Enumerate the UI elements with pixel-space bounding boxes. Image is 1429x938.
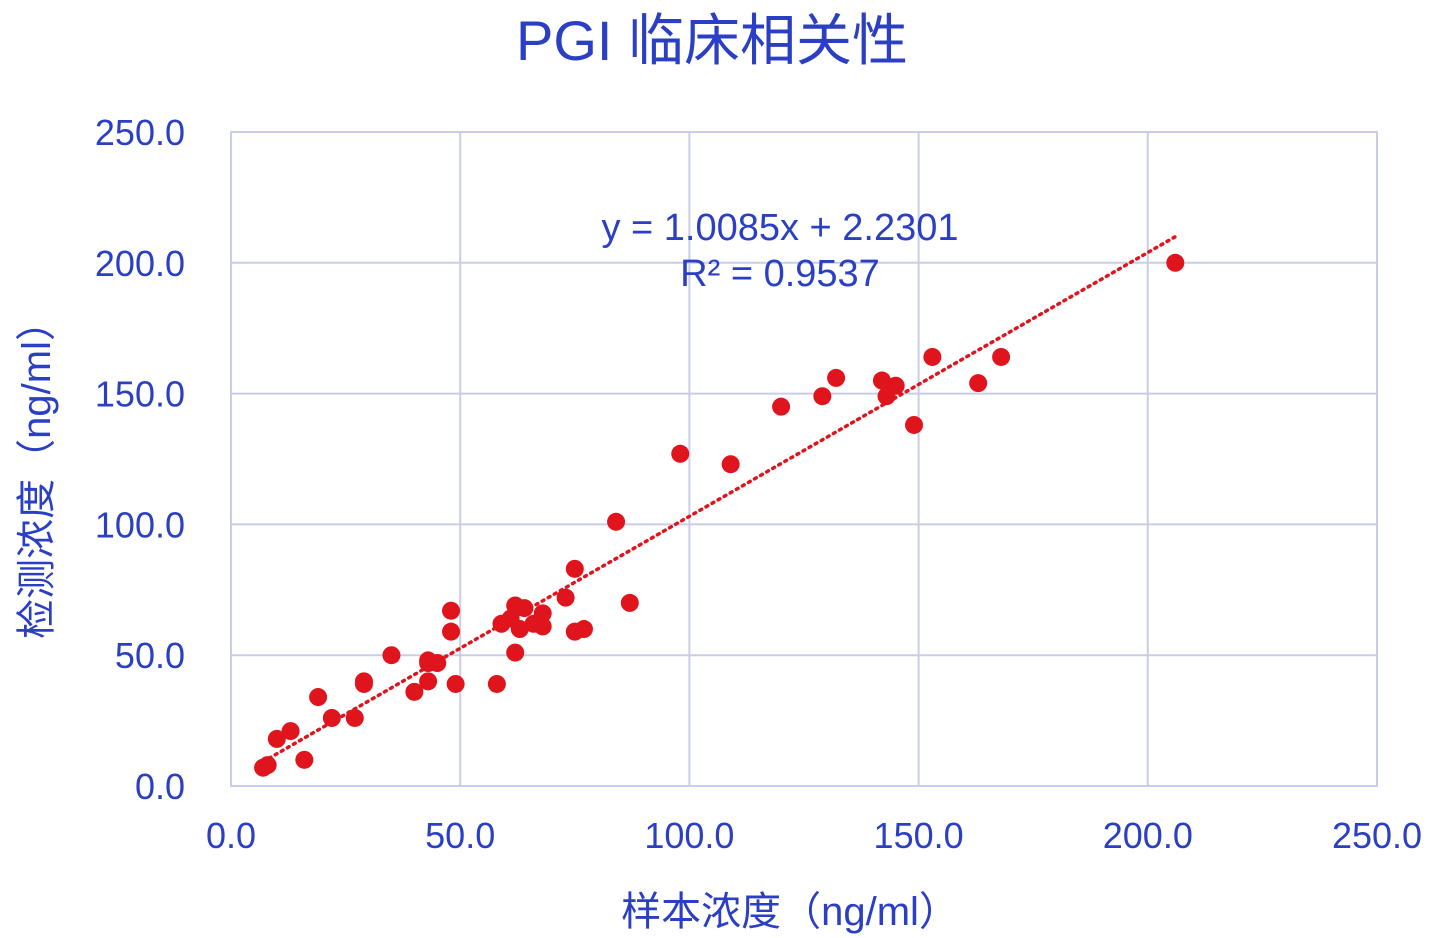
data-point	[446, 674, 465, 693]
trendline-layer	[261, 234, 1178, 764]
data-point	[354, 672, 373, 691]
x-axis-ticks: 0.0 50.0 100.0 150.0 200.0 250.0	[206, 815, 1422, 856]
chart-title: PGI 临床相关性	[516, 9, 908, 72]
x-axis-label: 样本浓度（ng/ml）	[621, 890, 959, 934]
data-point	[827, 368, 846, 387]
r-squared-label: R² = 0.9537	[680, 253, 880, 295]
data-point	[515, 599, 534, 618]
data-point	[322, 708, 341, 727]
data-point	[258, 756, 277, 775]
x-tick-label: 50.0	[425, 815, 495, 856]
data-points	[254, 253, 1185, 777]
data-point	[281, 722, 300, 741]
data-point	[813, 387, 832, 406]
data-point	[905, 415, 924, 434]
trendline	[261, 234, 1178, 764]
data-point	[992, 347, 1011, 366]
data-point	[872, 371, 891, 390]
data-point	[428, 654, 447, 673]
data-point	[574, 620, 593, 639]
data-point	[405, 682, 424, 701]
trendline-equation: y = 1.0085x + 2.2301	[601, 207, 958, 249]
data-point	[607, 512, 626, 531]
data-point	[382, 646, 401, 665]
x-tick-label: 150.0	[874, 815, 964, 856]
data-point	[510, 620, 529, 639]
data-point	[345, 708, 364, 727]
data-point	[772, 397, 791, 416]
y-tick-label: 250.0	[95, 112, 185, 153]
y-axis-label: 检测浓度（ng/ml）	[15, 301, 59, 639]
y-tick-label: 100.0	[95, 504, 185, 545]
data-point	[671, 444, 690, 463]
x-tick-label: 200.0	[1103, 815, 1193, 856]
data-point	[295, 750, 314, 769]
data-point	[419, 672, 438, 691]
data-point	[1166, 253, 1185, 272]
y-tick-label: 0.0	[135, 766, 185, 807]
y-tick-label: 50.0	[115, 635, 185, 676]
data-point	[565, 559, 584, 578]
x-tick-label: 100.0	[644, 815, 734, 856]
y-tick-label: 150.0	[95, 374, 185, 415]
data-point	[556, 588, 575, 607]
data-point	[721, 455, 740, 474]
data-point	[533, 604, 552, 623]
data-point	[442, 622, 461, 641]
data-point	[620, 593, 639, 612]
plot-area-frame	[230, 131, 1378, 787]
data-point	[309, 688, 328, 707]
data-point	[506, 643, 525, 662]
data-point	[487, 674, 506, 693]
data-point	[886, 376, 905, 395]
x-tick-label: 250.0	[1332, 815, 1422, 856]
data-point	[442, 601, 461, 620]
y-axis-ticks: 0.0 50.0 100.0 150.0 200.0 250.0	[95, 112, 185, 807]
y-tick-label: 200.0	[95, 243, 185, 284]
x-tick-label: 0.0	[206, 815, 256, 856]
data-point	[923, 347, 942, 366]
data-point	[969, 374, 988, 393]
data-point	[533, 617, 552, 636]
data-point	[267, 729, 286, 748]
